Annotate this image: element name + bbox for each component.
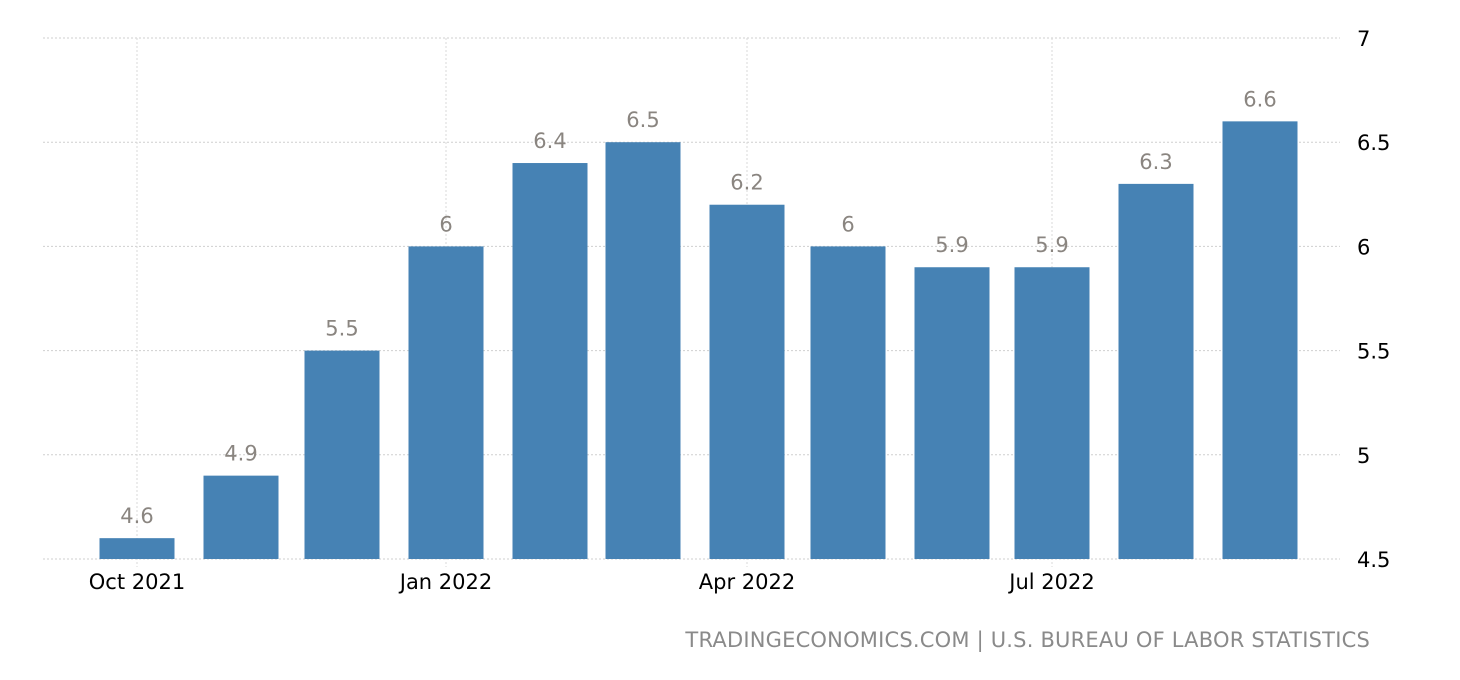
x-tick-label: Oct 2021: [89, 570, 185, 594]
data-label: 5.5: [325, 317, 358, 341]
y-tick-label: 7: [1357, 27, 1370, 51]
data-label: 5.9: [1035, 233, 1068, 257]
bar: [810, 246, 886, 559]
data-label: 6: [439, 212, 452, 236]
data-label: 6: [841, 212, 854, 236]
bar: [1014, 267, 1090, 559]
bar: [1118, 183, 1194, 559]
x-tick-label: Jul 2022: [1007, 570, 1094, 594]
bar: [408, 246, 484, 559]
bar: [99, 538, 175, 559]
data-label: 6.6: [1243, 87, 1276, 111]
bar: [512, 163, 588, 560]
data-label: 4.9: [224, 442, 257, 466]
bar: [203, 475, 279, 559]
x-tick-label: Jan 2022: [398, 570, 493, 594]
bar: [914, 267, 990, 559]
y-tick-label: 5: [1357, 444, 1370, 468]
data-label: 6.3: [1139, 150, 1172, 174]
bar: [709, 204, 785, 559]
data-label: 4.6: [120, 504, 153, 528]
bar: [1222, 121, 1298, 560]
y-tick-label: 4.5: [1357, 548, 1390, 572]
y-tick-label: 6: [1357, 235, 1370, 259]
data-label: 6.5: [626, 108, 659, 132]
bar: [605, 142, 681, 559]
source-credit: TRADINGECONOMICS.COM | U.S. BUREAU OF LA…: [685, 628, 1370, 652]
y-tick-label: 6.5: [1357, 131, 1390, 155]
x-tick-label: Apr 2022: [699, 570, 795, 594]
bar: [304, 350, 380, 559]
data-label: 6.2: [730, 171, 763, 195]
data-label: 5.9: [935, 233, 968, 257]
data-label: 6.4: [533, 129, 566, 153]
y-tick-label: 5.5: [1357, 340, 1390, 364]
